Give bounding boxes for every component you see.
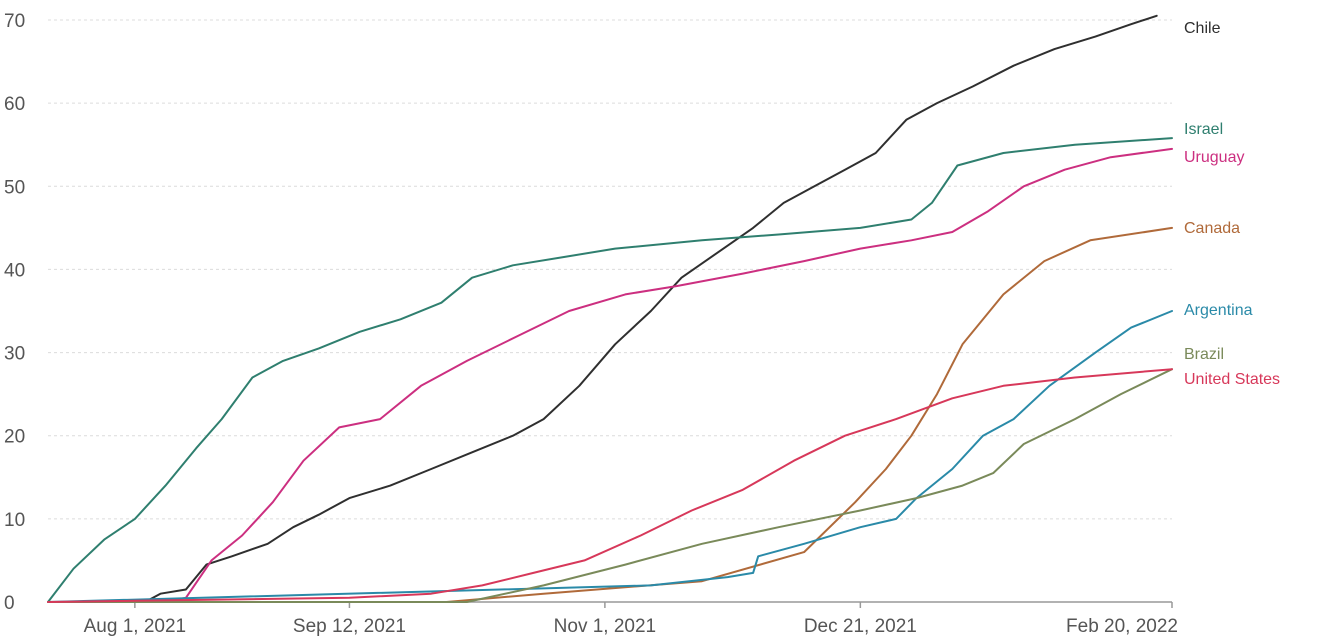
series-line-chile — [144, 14, 1158, 603]
x-tick-label: Nov 1, 2021 — [554, 616, 656, 637]
x-tick-label: Sep 12, 2021 — [293, 616, 406, 637]
y-tick-label: 20 — [4, 427, 25, 448]
y-tick-label: 60 — [4, 94, 25, 115]
series-line-israel — [47, 137, 1173, 603]
x-tick-label: Aug 1, 2021 — [84, 616, 186, 637]
series-label-chile: Chile — [1184, 20, 1221, 37]
series-line-united-states — [47, 368, 1173, 603]
series-line-brazil — [47, 368, 1173, 603]
series-label-israel: Israel — [1184, 121, 1223, 138]
series-label-brazil: Brazil — [1184, 346, 1224, 363]
series-label-united-states: United States — [1184, 371, 1280, 388]
y-tick-label: 50 — [4, 177, 25, 198]
y-axis-ticks: 0 10 20 30 40 50 60 70 — [4, 11, 25, 614]
y-tick-label: 30 — [4, 344, 25, 365]
series-line-uruguay — [159, 147, 1173, 603]
series-labels: Chile Israel Uruguay Canada Argentina Brazil U… — [1184, 20, 1280, 388]
y-tick-label: 70 — [4, 11, 25, 32]
y-tick-label: 10 — [4, 510, 25, 531]
series-label-argentina: Argentina — [1184, 302, 1253, 319]
grid-lines — [48, 19, 1172, 520]
y-tick-label: 0 — [4, 593, 15, 614]
series-label-canada: Canada — [1184, 220, 1240, 237]
y-tick-label: 40 — [4, 260, 25, 281]
series-lines — [47, 14, 1173, 603]
series-line-argentina — [47, 310, 1173, 603]
series-label-uruguay: Uruguay — [1184, 149, 1244, 166]
x-axis: Aug 1, 2021 Sep 12, 2021 Nov 1, 2021 Dec 21… — [48, 601, 1178, 637]
x-tick-label: Dec 21, 2021 — [804, 616, 917, 637]
x-tick-label: Feb 20, 2022 — [1066, 616, 1178, 637]
series-line-canada — [47, 226, 1173, 603]
